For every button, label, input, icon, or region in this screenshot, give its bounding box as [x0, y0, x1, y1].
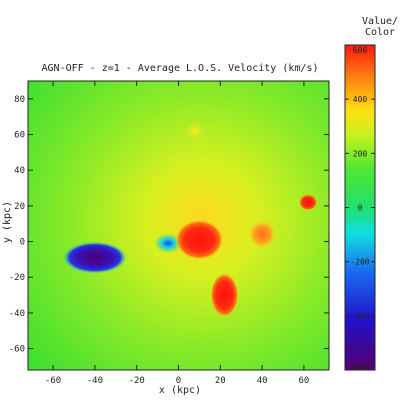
y-tick-label: 60 — [14, 131, 25, 141]
y-axis-label: y (kpc) — [2, 201, 13, 243]
x-tick-label: -60 — [45, 376, 61, 386]
colorbar-tick-label: 400 — [353, 95, 368, 104]
colorbar: Value/ Color 600 400 200 0 -200 -400 -600 — [344, 16, 398, 371]
x-tick-label: 40 — [257, 376, 268, 386]
x-axis-label: x (kpc) — [159, 385, 201, 396]
colorbar-tick-label: -400 — [350, 312, 369, 321]
colorbar-tick-label: 600 — [353, 46, 368, 55]
colorbar-gradient — [345, 45, 375, 370]
velocity-field — [28, 81, 329, 370]
chart-title: AGN-OFF - z=1 - Average L.O.S. Velocity … — [42, 63, 319, 74]
x-tick-label: -20 — [129, 376, 145, 386]
colorbar-title-line-1: Value/ — [362, 16, 398, 27]
colorbar-tick-label: 0 — [358, 204, 363, 213]
y-tick-label: 20 — [14, 202, 25, 212]
colorbar-title-line-2: Color — [365, 27, 395, 38]
x-tick-label: 0 — [176, 376, 181, 386]
y-tick-label: -60 — [9, 345, 25, 355]
feature-cyan-clump — [154, 233, 183, 254]
y-tick-label: 80 — [14, 95, 25, 105]
x-tick-label: 60 — [298, 376, 309, 386]
feature-orange-eastern-lobe — [248, 220, 277, 249]
y-tick-label: 40 — [14, 166, 25, 176]
x-tick-label: -40 — [87, 376, 103, 386]
colorbar-tick-label: -600 — [350, 362, 369, 371]
feature-yellow-northern-blob — [185, 120, 206, 141]
plot-area: -60 -40 -20 0 20 40 60 -60 -40 -20 0 20 40 60 80 — [9, 80, 330, 386]
y-tick-label: 0 — [20, 238, 25, 248]
x-tick-label: 20 — [215, 376, 226, 386]
feature-blue-clump — [62, 241, 127, 274]
feature-red-core — [175, 219, 224, 260]
y-tick-label: -40 — [9, 309, 25, 319]
feature-red-eastern-knot — [299, 194, 318, 211]
colorbar-tick-label: -200 — [350, 258, 369, 267]
feature-red-southern-clump — [210, 273, 239, 318]
y-tick-label: -20 — [9, 273, 25, 283]
colorbar-tick-label: 200 — [353, 149, 368, 158]
